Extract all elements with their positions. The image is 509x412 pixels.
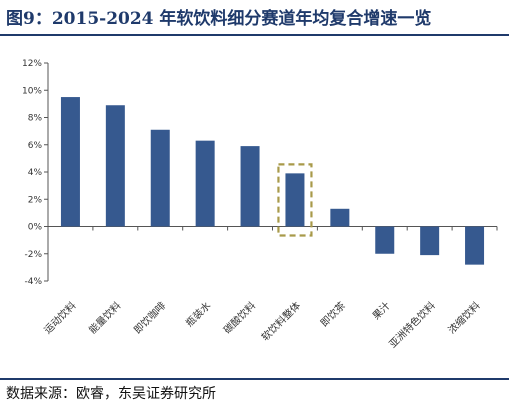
chart-bars	[60, 97, 485, 265]
bar	[465, 226, 485, 265]
y-tick-label: 4%	[28, 168, 43, 178]
y-tick-label: 6%	[28, 141, 43, 151]
title-divider	[0, 34, 509, 36]
bar	[195, 140, 215, 227]
x-category-label: 运动饮料	[41, 299, 78, 336]
x-category-label: 能量饮料	[86, 299, 123, 336]
bar	[330, 208, 350, 227]
source-divider	[0, 378, 509, 380]
x-category-label: 瓶装水	[183, 299, 213, 329]
chart-title: 图9：2015-2024 年软饮料细分赛道年均复合增速一览	[6, 9, 432, 29]
bar	[150, 129, 170, 227]
x-category-label: 果汁	[370, 299, 393, 322]
bar	[420, 226, 440, 256]
y-tick-label: 2%	[28, 195, 43, 205]
x-category-label: 浓缩饮料	[445, 299, 482, 336]
y-tick-label: 12%	[22, 59, 42, 69]
x-category-label: 碳酸饮料	[221, 299, 258, 336]
bar	[285, 173, 305, 227]
x-category-label: 亚洲特色饮料	[386, 299, 438, 351]
x-category-label: 即饮茶	[318, 299, 348, 329]
highlight-box	[277, 163, 313, 237]
bar-chart: -4% -2% 0% 2% 4% 6% 8% 10% 12% 运动饮料 能量饮料 即饮咖啡 瓶装水 碳酸…	[22, 59, 498, 351]
y-tick-label: 0%	[28, 223, 43, 233]
y-tick-label: -4%	[24, 277, 42, 287]
bar	[375, 226, 395, 254]
x-category-label: 即饮咖啡	[131, 299, 168, 336]
bar	[105, 105, 125, 227]
y-tick-label: 10%	[22, 86, 42, 96]
y-tick-label: -2%	[24, 250, 42, 260]
x-category-label: 软饮料整体	[259, 299, 304, 344]
source-note: 数据来源：欧睿，东吴证券研究所	[6, 386, 216, 402]
bar	[240, 146, 260, 227]
y-tick-label: 8%	[28, 114, 43, 124]
bar	[60, 97, 80, 227]
